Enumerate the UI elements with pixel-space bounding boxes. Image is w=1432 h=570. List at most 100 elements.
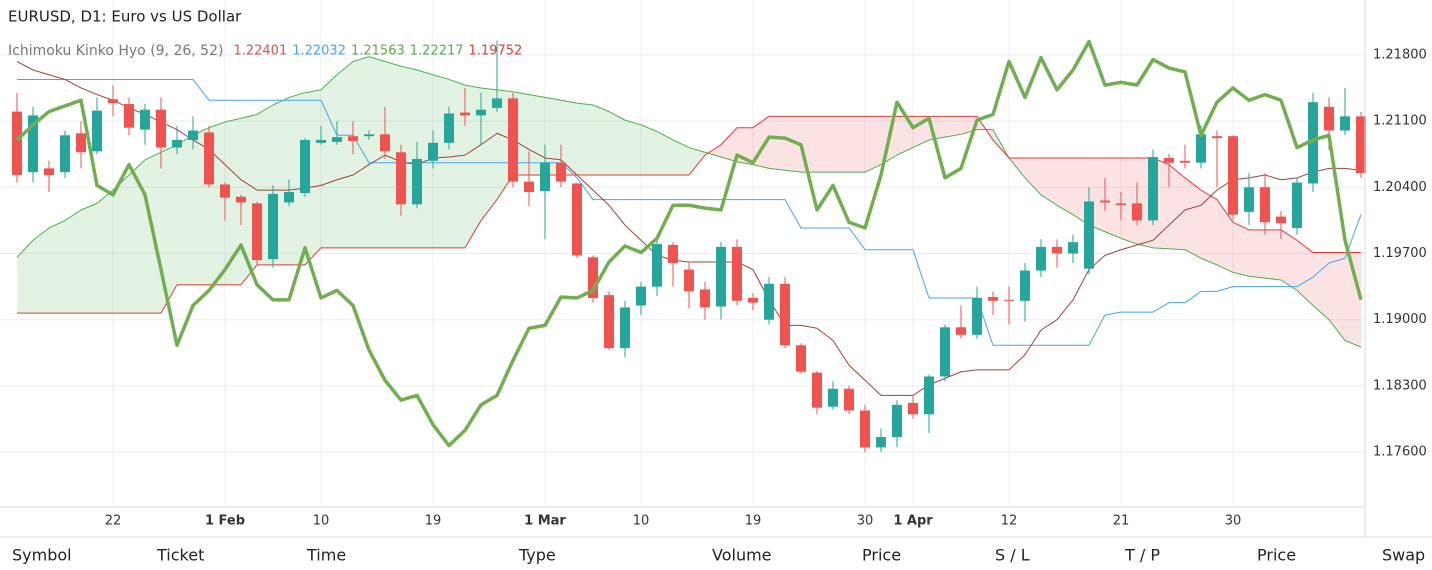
column-header: Type — [518, 546, 556, 565]
cloud-segment — [1281, 229, 1297, 291]
candle-body — [1052, 246, 1062, 254]
candle-body — [1148, 157, 1158, 221]
candle-body — [1212, 136, 1222, 139]
cloud-segment — [1233, 222, 1249, 277]
candle-body — [524, 181, 534, 193]
cloud-segment — [1329, 252, 1345, 341]
cloud-segment — [305, 89, 321, 265]
cloud-segment — [225, 118, 241, 285]
candle-body — [252, 203, 262, 261]
candle-body — [412, 158, 422, 205]
cloud-segment — [1041, 157, 1057, 206]
candle-body — [540, 162, 550, 192]
candle-body — [508, 98, 518, 182]
cloud-segment — [945, 116, 961, 138]
cloud-segment — [81, 203, 97, 314]
cloud-segment — [1105, 157, 1121, 239]
column-header: Symbol — [12, 546, 72, 565]
candle-body — [380, 134, 390, 152]
cloud-segment — [625, 120, 641, 175]
candles — [12, 40, 1366, 453]
cloud-segment — [545, 97, 561, 175]
indicator-value: 1.19752 — [469, 44, 523, 59]
candle-body — [1308, 102, 1318, 184]
candle-body — [188, 130, 198, 140]
y-tick-label: 1.20400 — [1373, 180, 1427, 195]
cloud-segment — [849, 116, 865, 173]
cloud-segment — [97, 190, 113, 314]
cloud-segment — [1185, 177, 1201, 259]
cloud-segment — [1217, 199, 1233, 273]
cloud-segment — [641, 124, 657, 175]
x-tick-label: 21 — [1113, 514, 1130, 529]
column-header: S / L — [995, 546, 1030, 565]
cloud-segment — [465, 85, 481, 248]
candle-body — [620, 307, 630, 349]
candle-body — [1196, 134, 1206, 163]
y-tick-label: 1.19700 — [1373, 246, 1427, 261]
cloud-segment — [769, 116, 785, 171]
candle-body — [556, 162, 566, 182]
candle-body — [348, 136, 358, 141]
candle-body — [268, 193, 278, 260]
candle-body — [812, 372, 822, 408]
indicator-legend: Ichimoku Kinko Hyo (9, 26, 52) 1.22401 1.… — [8, 43, 522, 59]
column-header: Time — [306, 546, 346, 565]
candle-body — [396, 152, 406, 205]
candle-body — [300, 139, 310, 193]
indicator-line — [17, 78, 1362, 346]
cloud-segment — [129, 159, 145, 314]
cloud-segment — [561, 100, 577, 175]
cloud-segment — [1297, 240, 1313, 306]
cloud-segment — [369, 56, 385, 248]
candle-body — [1324, 106, 1334, 131]
cloud-segment — [1249, 229, 1265, 279]
x-tick-label: 30 — [1225, 514, 1242, 529]
cloud-segment — [529, 94, 545, 175]
candle-body — [124, 104, 134, 128]
candle-body — [716, 246, 726, 307]
candle-body — [636, 286, 646, 306]
cloud-segment — [433, 74, 449, 248]
candle-body — [156, 109, 166, 148]
cloud-segment — [1313, 252, 1329, 320]
x-tick-label: 22 — [105, 514, 122, 529]
candle-body — [572, 183, 582, 256]
cloud-segment — [609, 111, 625, 175]
candle-body — [28, 115, 38, 173]
x-tick-label: 1 Apr — [893, 514, 933, 529]
candle-body — [732, 246, 742, 301]
candle-body — [652, 244, 662, 287]
indicator-line — [16, 61, 1362, 396]
x-tick-label: 1 Mar — [524, 514, 566, 529]
indicator-value: 1.22217 — [410, 44, 464, 59]
candle-body — [780, 283, 790, 346]
cloud-segment — [689, 147, 705, 175]
candle-body — [316, 139, 326, 143]
candle-body — [492, 98, 502, 108]
x-tick-label: 10 — [633, 514, 650, 529]
candle-body — [364, 134, 374, 137]
candle-body — [1100, 200, 1110, 203]
cloud-segment — [817, 116, 833, 173]
candle-body — [444, 113, 454, 143]
candle-body — [44, 168, 54, 175]
column-header: Price — [862, 546, 901, 565]
candle-body — [236, 196, 246, 203]
indicator-value: 1.22401 — [233, 44, 287, 59]
candle-body — [60, 135, 70, 173]
candle-body — [1356, 116, 1366, 174]
x-tick-label: 30 — [857, 514, 874, 529]
cloud-segment — [673, 139, 689, 175]
candle-body — [140, 109, 150, 130]
indicator-line — [17, 115, 1361, 314]
indicator-line — [16, 56, 1362, 348]
cloud-segment — [577, 103, 593, 175]
indicator-lines — [16, 56, 1362, 396]
column-header: T / P — [1124, 546, 1160, 565]
cloud-segment — [785, 116, 801, 173]
cloud-segment — [353, 56, 369, 248]
candle-body — [604, 295, 614, 349]
cloud-segment — [1345, 252, 1361, 348]
candle-body — [668, 244, 678, 263]
